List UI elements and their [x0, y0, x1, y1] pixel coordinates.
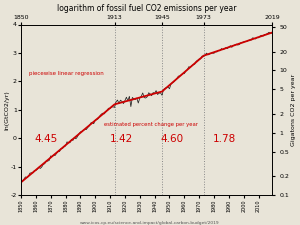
Text: estimated percent change per year: estimated percent change per year	[104, 122, 198, 127]
Text: 4.45: 4.45	[34, 134, 58, 144]
Text: 1.42: 1.42	[110, 134, 133, 144]
Text: 1.78: 1.78	[213, 134, 236, 144]
Title: logarithm of fossil fuel CO2 emissions per year: logarithm of fossil fuel CO2 emissions p…	[57, 4, 236, 13]
Y-axis label: Gigatons CO2 per year: Gigatons CO2 per year	[291, 74, 296, 146]
Text: 4.60: 4.60	[160, 134, 183, 144]
Text: piecewise linear regression: piecewise linear regression	[28, 71, 103, 76]
Y-axis label: ln(GtCO2/yr): ln(GtCO2/yr)	[4, 90, 9, 130]
Text: www.icos-cp.eu/science-and-impact/global-carbon-budget/2019: www.icos-cp.eu/science-and-impact/global…	[80, 221, 220, 225]
